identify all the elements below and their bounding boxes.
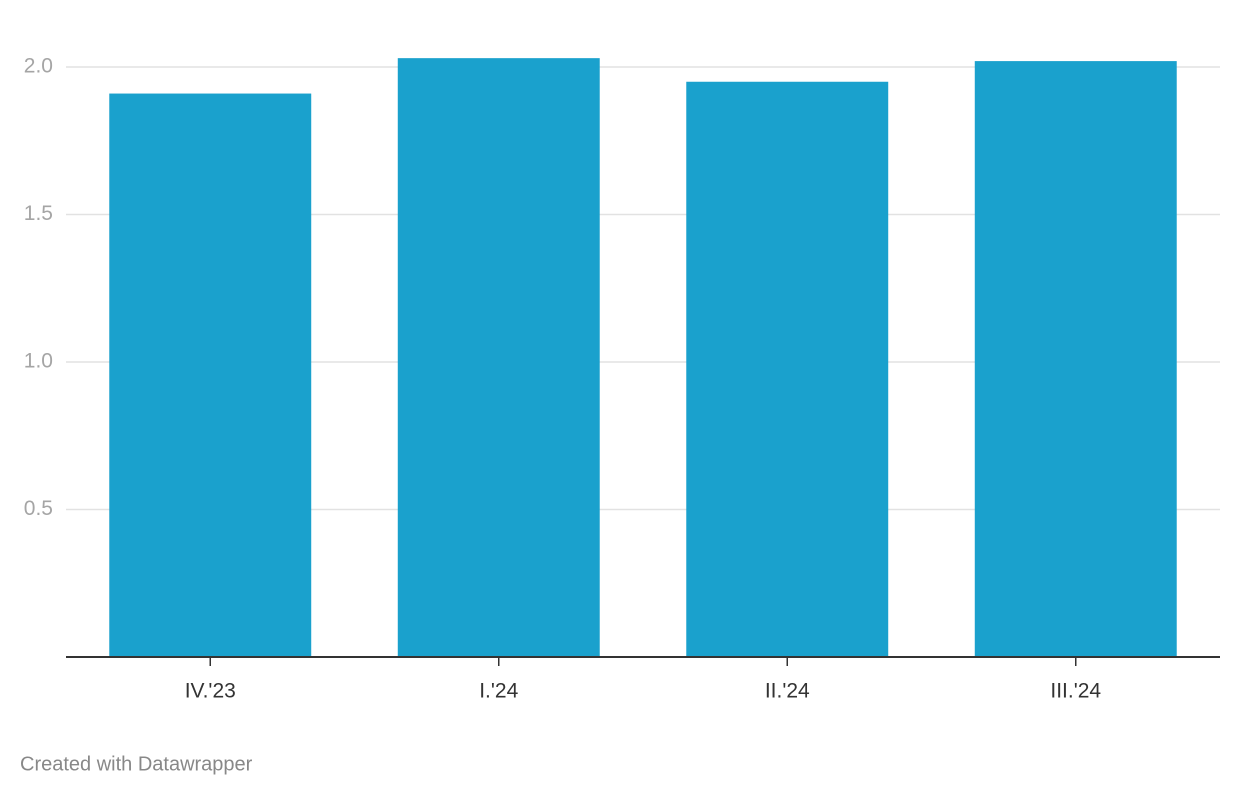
x-tick-label: IV.'23 <box>185 680 236 703</box>
footer: Created with Datawrapper <box>20 753 253 775</box>
bar <box>686 81 889 657</box>
bar <box>974 61 1177 658</box>
y-tick-label: 1.0 <box>24 350 53 373</box>
y-tick-label: 0.5 <box>24 497 53 520</box>
x-tick-label: I.'24 <box>479 680 518 703</box>
y-tick-label: 2.0 <box>24 55 53 78</box>
x-tick-label: III.'24 <box>1050 680 1101 703</box>
x-tick-label: II.'24 <box>765 680 810 703</box>
y-tick-label: 1.5 <box>24 202 53 225</box>
bar <box>109 93 312 658</box>
bar <box>397 58 600 657</box>
